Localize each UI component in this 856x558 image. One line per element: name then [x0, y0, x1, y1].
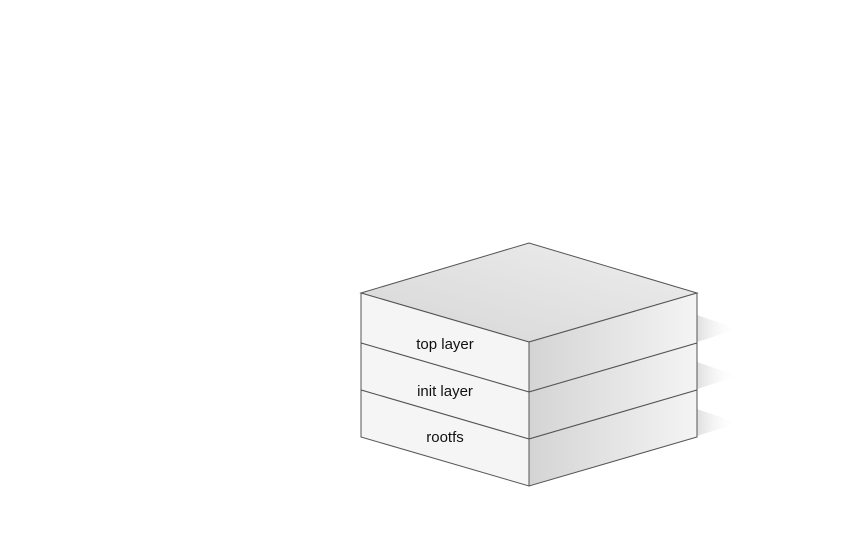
stack-shadows [697, 315, 738, 436]
layer-label-rootfs: rootfs [426, 429, 464, 446]
layer-label-init: init layer [417, 383, 473, 400]
layer-rootfs-side [528, 389, 698, 487]
layer-rootfs: rootfs [360, 389, 698, 487]
layer-label-top: top layer [416, 336, 474, 353]
